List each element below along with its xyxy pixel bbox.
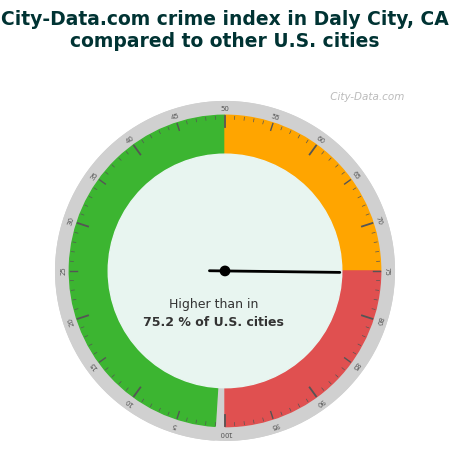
Text: 55: 55 bbox=[270, 113, 280, 121]
Text: 15: 15 bbox=[89, 361, 99, 371]
Text: 70: 70 bbox=[375, 216, 383, 226]
Text: City-Data.com crime index in Daly City, CA
compared to other U.S. cities: City-Data.com crime index in Daly City, … bbox=[1, 10, 449, 51]
Text: 25: 25 bbox=[60, 266, 66, 275]
Wedge shape bbox=[69, 115, 225, 426]
Text: 65: 65 bbox=[351, 171, 361, 181]
Text: 30: 30 bbox=[67, 216, 75, 226]
Text: 85: 85 bbox=[351, 361, 361, 371]
Wedge shape bbox=[225, 115, 381, 271]
Text: 45: 45 bbox=[170, 113, 180, 121]
Text: City-Data.com: City-Data.com bbox=[327, 92, 404, 102]
Text: 75.2 % of U.S. cities: 75.2 % of U.S. cities bbox=[143, 316, 284, 328]
Circle shape bbox=[108, 154, 342, 388]
Text: 50: 50 bbox=[220, 106, 230, 112]
Text: 95: 95 bbox=[270, 421, 280, 429]
Text: 35: 35 bbox=[89, 171, 99, 181]
Text: 75: 75 bbox=[384, 266, 390, 275]
Text: 5: 5 bbox=[172, 421, 178, 428]
Text: 60: 60 bbox=[315, 135, 325, 145]
Text: Higher than in: Higher than in bbox=[169, 298, 258, 311]
Text: 20: 20 bbox=[67, 316, 75, 326]
Wedge shape bbox=[225, 271, 381, 427]
Text: 90: 90 bbox=[315, 397, 325, 407]
Circle shape bbox=[220, 266, 230, 275]
Circle shape bbox=[56, 102, 394, 440]
Text: 40: 40 bbox=[125, 135, 135, 145]
Text: 10: 10 bbox=[125, 397, 135, 407]
Text: 100: 100 bbox=[218, 430, 232, 436]
Wedge shape bbox=[56, 102, 394, 440]
Text: 80: 80 bbox=[375, 316, 383, 326]
